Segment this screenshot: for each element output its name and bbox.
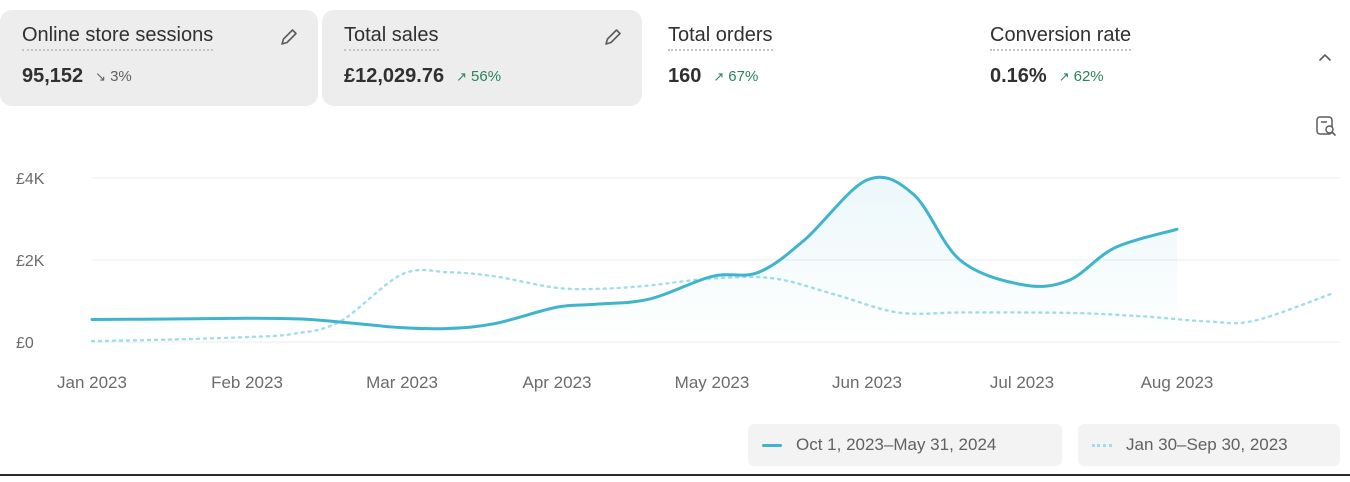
dotted-line-icon	[1092, 443, 1112, 447]
metric-change-value: 3%	[110, 68, 132, 85]
pencil-icon[interactable]	[602, 26, 624, 48]
metric-change-value: 56%	[471, 68, 502, 85]
metrics-bar: Online store sessions 95,152 ↘ 3% Total …	[0, 10, 1350, 106]
x-axis: Jan 2023 Feb 2023 Mar 2023 Apr 2023 May 2023…	[57, 373, 1213, 392]
metric-change: ↗ 62%	[1059, 68, 1104, 85]
legend-label: Jan 30–Sep 30, 2023	[1126, 435, 1288, 454]
current-series-area	[92, 177, 1177, 342]
chart-series	[90, 175, 1334, 343]
legend-item-comparison-period[interactable]: Jan 30–Sep 30, 2023	[1078, 424, 1340, 466]
arrow-up-icon: ↗	[713, 68, 725, 84]
metric-change: ↘ 3%	[95, 68, 132, 85]
x-tick-label: Jun 2023	[832, 373, 902, 392]
arrow-down-icon: ↘	[95, 68, 107, 84]
metric-card-total-orders[interactable]: Total orders 160 ↗ 67%	[646, 10, 966, 106]
y-tick-label: £4K	[16, 171, 45, 188]
y-tick-label: £2K	[16, 253, 45, 270]
divider	[0, 474, 1350, 476]
metric-value-row: £12,029.76 ↗ 56%	[344, 65, 620, 88]
x-tick-label: May 2023	[675, 373, 750, 392]
metric-card-conversion-rate[interactable]: Conversion rate 0.16% ↗ 62%	[968, 10, 1288, 106]
y-tick-label: £0	[16, 335, 34, 352]
chart-search-icon[interactable]	[1314, 114, 1338, 138]
metric-value: 160	[668, 65, 702, 87]
chevron-up-icon[interactable]	[1314, 46, 1336, 68]
metric-card-total-sales[interactable]: Total sales £12,029.76 ↗ 56%	[322, 10, 642, 106]
metric-value: £12,029.76	[344, 65, 445, 87]
metric-value: 95,152	[22, 65, 84, 87]
arrow-up-icon: ↗	[1058, 68, 1070, 84]
y-axis: £0 £2K £4K	[16, 171, 45, 352]
metric-change-value: 67%	[728, 68, 759, 85]
metric-label[interactable]: Online store sessions	[22, 24, 214, 51]
metric-card-online-store-sessions[interactable]: Online store sessions 95,152 ↘ 3%	[0, 10, 318, 106]
legend-item-current-period[interactable]: Oct 1, 2023–May 31, 2024	[748, 424, 1062, 466]
x-tick-label: Feb 2023	[211, 373, 283, 392]
current-series-line	[90, 175, 1179, 331]
arrow-up-icon: ↗	[456, 68, 468, 84]
solid-line-icon	[762, 443, 782, 447]
x-tick-label: Jul 2023	[990, 373, 1054, 392]
legend-label: Oct 1, 2023–May 31, 2024	[796, 435, 997, 454]
pencil-icon[interactable]	[278, 26, 300, 48]
metric-value-row: 0.16% ↗ 62%	[990, 65, 1266, 88]
x-tick-label: Apr 2023	[523, 373, 592, 392]
x-tick-label: Mar 2023	[366, 373, 438, 392]
metric-label[interactable]: Total orders	[668, 24, 773, 51]
sales-line-chart: £0 £2K £4K Jan 2023 Feb 2023 Mar 2023 Apr 202…	[16, 171, 1340, 392]
metric-value: 0.16%	[990, 65, 1047, 87]
metric-value-row: 160 ↗ 67%	[668, 65, 944, 88]
metric-label[interactable]: Total sales	[344, 24, 439, 51]
metric-value-row: 95,152 ↘ 3%	[22, 65, 296, 88]
x-tick-label: Aug 2023	[1141, 373, 1214, 392]
metric-label[interactable]: Conversion rate	[990, 24, 1132, 51]
x-tick-label: Jan 2023	[57, 373, 127, 392]
metric-change: ↗ 67%	[713, 68, 758, 85]
metric-change-value: 62%	[1073, 68, 1104, 85]
metric-change: ↗ 56%	[456, 68, 501, 85]
